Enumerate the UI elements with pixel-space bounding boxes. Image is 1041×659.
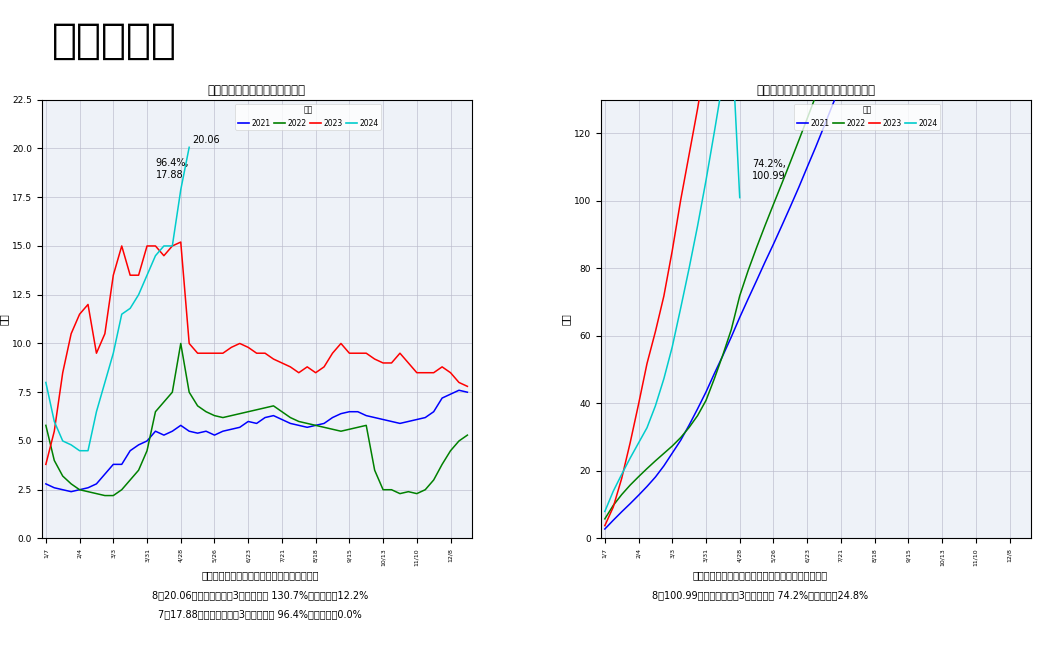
Line: 2024: 2024 [46,147,189,451]
2022 [360,421,373,429]
2021 [725,333,737,341]
2022 [691,412,704,420]
Text: 8月20.06万吨，同比过去3年均值变化 130.7%，环比变化12.2%: 8月20.06万吨，同比过去3年均值变化 130.7%，环比变化12.2% [152,590,369,600]
2021 [461,388,474,396]
2022 [461,431,474,439]
Legend: 2021, 2022, 2023, 2024: 2021, 2022, 2023, 2024 [794,103,940,130]
2022 [725,326,737,333]
2021 [175,421,187,429]
2022 [40,421,52,429]
2023 [691,105,704,113]
2021 [445,390,457,398]
2021 [734,314,746,322]
2024 [132,291,145,299]
2022 [335,427,348,435]
2023 [599,522,611,530]
2022 [192,402,204,410]
Y-axis label: 万吨: 万吨 [561,313,570,325]
2021 [599,525,611,533]
2021 [326,414,338,422]
2022 [99,492,111,500]
2023 [40,461,52,469]
2021 [141,437,153,445]
2023 [326,349,338,357]
Text: 74.2%,
100.99: 74.2%, 100.99 [753,159,786,181]
2023 [167,242,179,250]
Legend: 2021, 2022, 2023, 2024: 2021, 2022, 2023, 2024 [235,103,381,130]
2024 [175,186,187,194]
Line: 2023: 2023 [46,242,467,465]
2022 [453,437,465,445]
2022 [734,292,746,300]
2021 [691,405,704,413]
2023 [175,238,187,246]
2021 [183,427,196,435]
Line: 2023: 2023 [605,0,1026,526]
2024 [691,222,704,230]
Line: 2024: 2024 [605,30,740,511]
Line: 2021: 2021 [46,390,467,492]
Text: 20.06: 20.06 [193,135,221,146]
Line: 2022: 2022 [46,343,467,496]
2022 [141,447,153,455]
2021 [352,408,364,416]
2023 [453,378,465,386]
Text: 7月17.88万吨，同比过去3年均值变化 96.4%，环比变化0.0%: 7月17.88万吨，同比过去3年均值变化 96.4%，环比变化0.0% [158,610,362,619]
2022 [183,388,196,396]
2024 [40,378,52,386]
Title: 甘蔗糖或甜菜糖水溶液（万吨）累计值: 甘蔗糖或甜菜糖水溶液（万吨）累计值 [756,84,875,97]
2024 [734,194,746,202]
Text: 替代品进口: 替代品进口 [51,20,177,62]
2021 [453,386,465,394]
2021 [65,488,77,496]
2022 [175,339,187,347]
2023 [132,272,145,279]
2024 [725,26,737,34]
2023 [461,382,474,390]
2023 [183,339,196,347]
2023 [352,349,364,357]
Text: 8月100.99万吨，同比过去3年均值变化 74.2%，环比变化24.8%: 8月100.99万吨，同比过去3年均值变化 74.2%，环比变化24.8% [652,590,868,600]
Line: 2021: 2021 [605,0,1026,529]
Title: 甘蔗糖或甜菜糖水溶液（万吨）: 甘蔗糖或甜菜糖水溶液（万吨） [207,84,306,97]
Line: 2022: 2022 [605,0,1026,519]
Y-axis label: 万吨: 万吨 [0,313,9,325]
Text: 96.4%,
17.88: 96.4%, 17.88 [155,158,189,180]
Text: 甘蔗糖或甜菜糖水溶液（万吨）累计值处于极高水平: 甘蔗糖或甜菜糖水溶液（万吨）累计值处于极高水平 [692,570,828,580]
2021 [40,480,52,488]
2022 [599,515,611,523]
Text: 甘蔗糖或甜菜糖水溶液（万吨）处于极高水平: 甘蔗糖或甜菜糖水溶液（万吨）处于极高水平 [202,570,319,580]
2024 [599,507,611,515]
2024 [167,242,179,250]
